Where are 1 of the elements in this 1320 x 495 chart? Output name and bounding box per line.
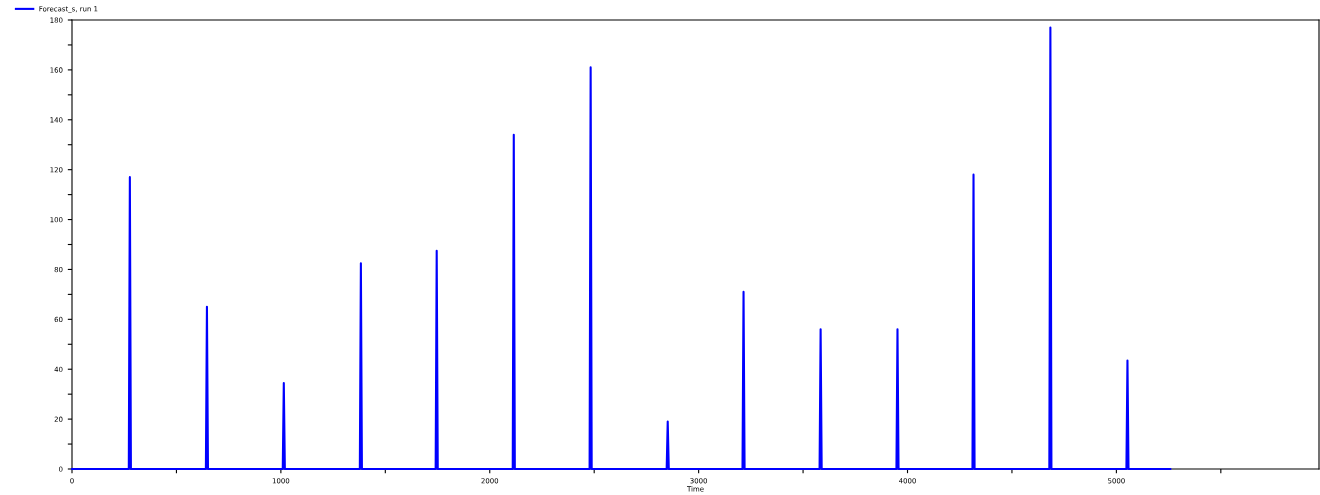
line-series <box>70 26 1172 471</box>
